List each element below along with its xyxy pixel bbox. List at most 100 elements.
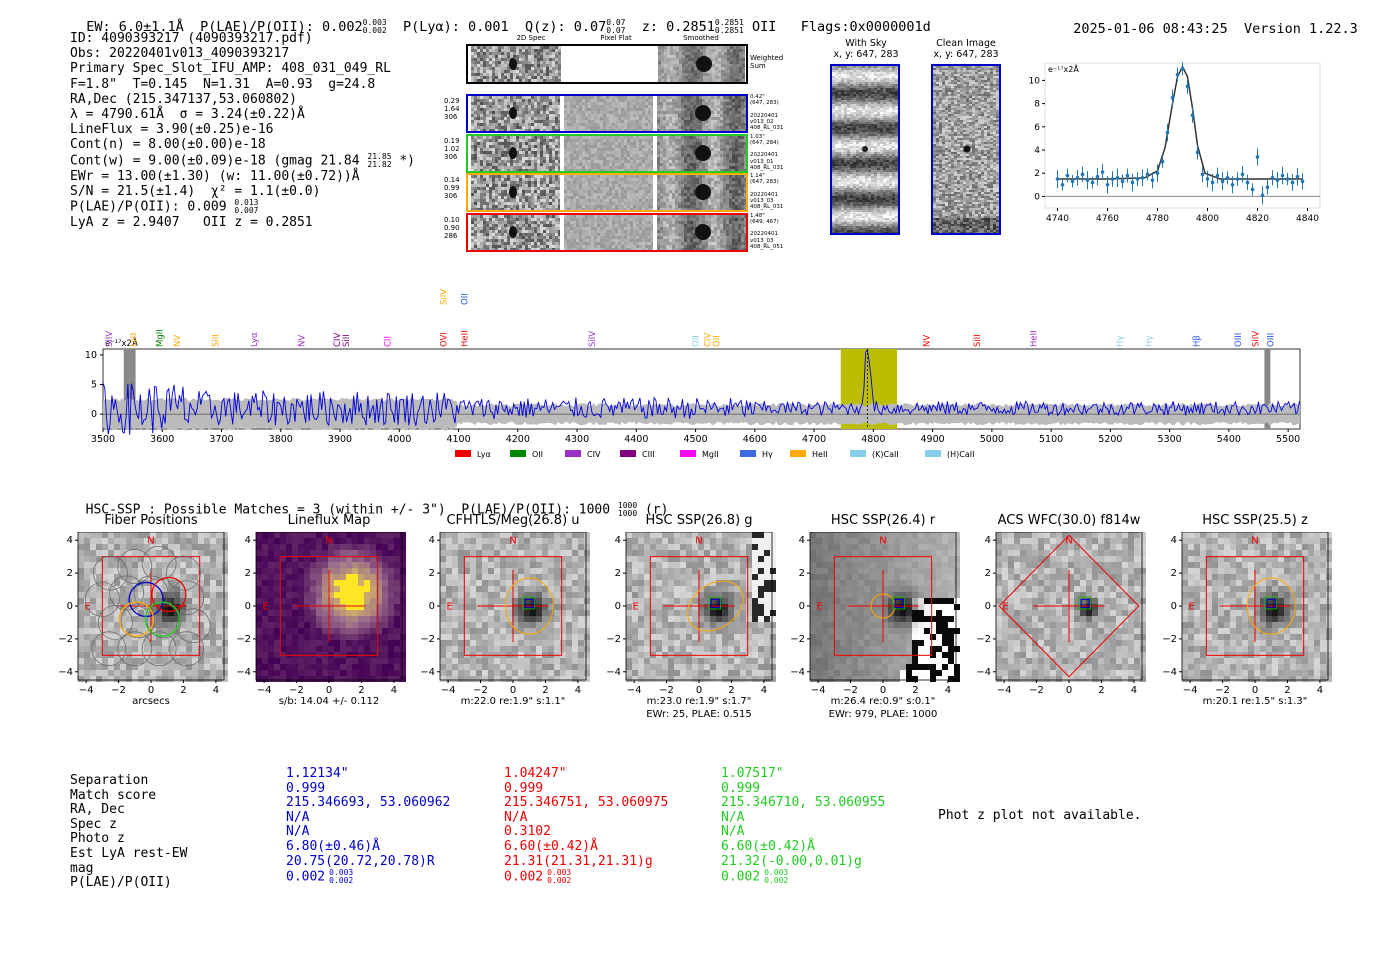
match-plae-lo: 0.002 xyxy=(329,876,354,886)
info-plae-hi: 0.013 xyxy=(234,198,259,208)
zoom-data-point xyxy=(1225,176,1230,180)
zoom-data-point xyxy=(1300,179,1305,184)
info-primary: Primary Spec_Slot_IFU_AMP: 408_031_049_R… xyxy=(70,61,391,77)
cutout-ytick: 4 xyxy=(1171,535,1177,546)
cutout-xtick: 0 xyxy=(880,685,886,696)
legend-label: Hγ xyxy=(762,450,773,459)
zoom-xtick: 4820 xyxy=(1246,214,1269,224)
match-value: 1.12134" xyxy=(286,766,349,781)
cutout-xtick: −4 xyxy=(627,685,642,696)
match-label: mag xyxy=(70,860,94,876)
full-xtick: 4600 xyxy=(743,434,767,445)
spec2d-row-image xyxy=(471,175,746,210)
fiber-circle xyxy=(175,608,211,644)
spec2d-row xyxy=(466,94,748,133)
header-z-line: OII xyxy=(751,19,777,35)
header-plae-hi: 0.003 xyxy=(362,18,387,27)
zoom-data-point xyxy=(1265,185,1270,189)
match-plae-lo: 0.002 xyxy=(547,876,572,886)
spec2d-row xyxy=(466,173,748,212)
full-xtick: 3600 xyxy=(150,434,174,445)
match-marker xyxy=(522,596,536,610)
cutout-image: N E 4 2 0 −2 −4 −4 −2 0 2 4 xyxy=(976,532,1146,696)
header-ew: EW: 6.0±1.1Å xyxy=(86,19,184,35)
cutout-xtick: −2 xyxy=(473,685,488,696)
full-spectrum-line xyxy=(102,348,1300,435)
full-xtick: 4400 xyxy=(624,434,648,445)
east-label: E xyxy=(816,601,822,612)
legend-swatch xyxy=(740,450,756,457)
east-label: E xyxy=(1188,601,1194,612)
spectral-line-label: CIV xyxy=(333,333,343,347)
spectral-line-label: SiIV xyxy=(1252,331,1262,347)
zoom-data-point xyxy=(1165,130,1170,135)
cutout-xtick: −4 xyxy=(79,685,94,696)
zoom-data-point xyxy=(1215,173,1220,178)
fiber-circle xyxy=(146,603,182,639)
legend-label: (H)CaII xyxy=(947,450,974,459)
zoom-xtick: 4760 xyxy=(1096,214,1119,224)
cutout-ytick: 2 xyxy=(1171,568,1177,579)
zoom-data-point xyxy=(1080,172,1085,177)
cutout-footprint xyxy=(1205,556,1305,656)
cutout-image: N E 4 2 0 −2 −4 −4 −2 0 2 4 xyxy=(236,532,406,696)
spectral-line-label: HeII xyxy=(460,330,470,347)
zoom-data-point xyxy=(1115,176,1120,180)
cutout-xtick: −4 xyxy=(1183,685,1198,696)
cutout-ytick: −2 xyxy=(420,634,435,645)
info-ewr: EWr = 13.00(±1.30) (w: 11.00(±0.72))Å xyxy=(70,168,360,184)
match-marker xyxy=(524,598,534,608)
fiber-circle xyxy=(93,555,128,591)
zoom-data-point xyxy=(1275,178,1280,182)
zoom-data-point xyxy=(1160,159,1165,164)
cutout-xlabel: m:22.0 re:1.9" s:1.1" xyxy=(460,696,566,707)
fiber-circle xyxy=(91,631,127,667)
fiber-circle xyxy=(117,631,153,667)
spec2d-weighted-sum-label: Weighted Sum xyxy=(750,54,784,70)
zoom-data-point xyxy=(1180,67,1185,71)
header-version: Version 1.22.3 xyxy=(1243,21,1358,37)
full-xtick: 5100 xyxy=(1039,434,1063,445)
full-xtick: 3500 xyxy=(91,434,115,445)
north-label: N xyxy=(879,536,886,547)
cutout-xtick: 0 xyxy=(1252,685,1258,696)
cutout-ytick: 4 xyxy=(985,535,991,546)
cutout-xtick: −2 xyxy=(1215,685,1230,696)
match-column: 1.12134" 0.999 215.346693, 53.060962 N/A N/A… xyxy=(286,766,450,886)
match-label: Match score xyxy=(70,787,157,803)
match-marker xyxy=(708,596,722,610)
zoom-line-chart: 0 2 4 6 8 10 4740 4760 4780 4800 4820 4840 e⁻¹⁷x2Å xyxy=(1029,62,1321,224)
header-qz-hi: 0.07 xyxy=(606,18,626,27)
zoom-xtick: 4740 xyxy=(1046,214,1069,224)
match-plae-hi: 0.003 xyxy=(329,868,354,878)
cutout-xlabel: m:20.1 re:1.5" s:1.3" xyxy=(1202,696,1308,707)
zoom-ytick: 0 xyxy=(1034,192,1040,202)
match-value: 20.75(20.72,20.78)R xyxy=(286,853,435,869)
zoom-data-point xyxy=(1270,176,1275,180)
with-sky-stripes xyxy=(832,66,898,233)
zoom-data-point xyxy=(1090,180,1095,185)
match-label: Est LyA rest-EW xyxy=(70,845,188,861)
cutout-title: ACS WFC(30.0) f814w xyxy=(997,513,1141,528)
cutout-ytick: 4 xyxy=(429,535,435,546)
zoom-frame xyxy=(1044,62,1321,209)
cutout-xlabel: m:26.4 re:0.9" s:0.1" xyxy=(830,696,936,707)
spectral-line-label: MgII xyxy=(155,329,165,347)
legend-swatch xyxy=(680,450,696,457)
spectral-line-label: Hγ xyxy=(1145,336,1155,347)
cutout-ytick: 0 xyxy=(429,601,435,612)
aperture-ellipse xyxy=(687,580,744,632)
north-label: N xyxy=(325,536,332,547)
spectral-line-label: NV xyxy=(173,335,183,347)
match-value: 0.999 xyxy=(721,780,761,796)
spec2d-row-stats: 0.19 1.02 306 xyxy=(444,136,460,161)
cutout-xtick: 2 xyxy=(542,685,548,696)
cutout-xlabel: m:23.0 re:1.9" s:1.7" xyxy=(646,696,752,707)
match-plae-hi: 0.003 xyxy=(764,868,789,878)
spectral-line-label: SiIV xyxy=(105,331,115,347)
zoom-data-point xyxy=(1290,180,1295,185)
spec2d-weighted-image xyxy=(471,46,745,82)
cutout-xtick: 4 xyxy=(213,685,219,696)
cutout-title: CFHTLS/Meg(26.8) u xyxy=(446,513,580,528)
cutout-footprint xyxy=(649,556,749,656)
